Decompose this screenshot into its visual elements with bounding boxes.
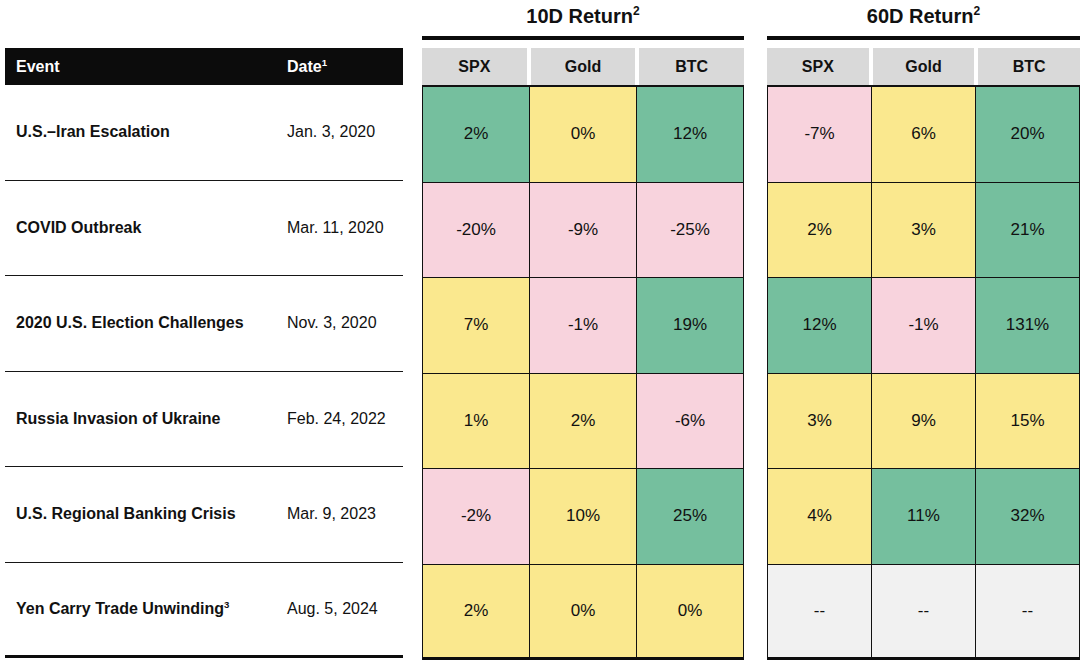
event-label: U.S. Regional Banking Crisis xyxy=(16,505,236,523)
table-row: Russia Invasion of Ukraine Feb. 24, 2022 xyxy=(5,372,403,468)
return-cell: 4% xyxy=(768,469,872,565)
return-group-10d: 10D Return2 SPX Gold BTC 2% 0% 12% -20% … xyxy=(422,0,744,667)
return-cell: 9% xyxy=(872,374,976,470)
date-column-header: Date1 xyxy=(287,58,327,76)
group-title-underline xyxy=(422,36,744,40)
return-cell: 2% xyxy=(768,183,872,279)
event-date: Nov. 3, 2020 xyxy=(287,314,377,332)
return-cell: 3% xyxy=(872,183,976,279)
event-label: 2020 U.S. Election Challenges xyxy=(16,314,244,332)
return-cell: 12% xyxy=(768,278,872,374)
return-cell: 3% xyxy=(768,374,872,470)
column-header-spx: SPX xyxy=(422,48,527,85)
date-column-header-label: Date xyxy=(287,58,322,75)
event-footnote: 3 xyxy=(224,598,229,609)
return-cell: 20% xyxy=(976,87,1080,183)
return-cell: -1% xyxy=(872,278,976,374)
return-cell: -- xyxy=(768,565,872,661)
event-label: Russia Invasion of Ukraine xyxy=(16,410,221,428)
return-cell: 2% xyxy=(423,565,530,661)
return-cell: 6% xyxy=(872,87,976,183)
return-cell: 25% xyxy=(637,469,744,565)
event-text: COVID Outbreak xyxy=(16,219,141,236)
returns-table-figure: Event Date1 U.S.–Iran Escalation Jan. 3,… xyxy=(0,0,1080,667)
column-headers-60d: SPX Gold BTC xyxy=(767,48,1080,85)
return-cell: 15% xyxy=(976,374,1080,470)
group-title-footnote: 2 xyxy=(633,4,640,18)
event-date: Mar. 11, 2020 xyxy=(287,219,384,237)
group-title-underline xyxy=(767,36,1080,40)
return-cell: 0% xyxy=(637,565,744,661)
event-text: 2020 U.S. Election Challenges xyxy=(16,314,244,331)
return-cell: -- xyxy=(976,565,1080,661)
column-header-btc: BTC xyxy=(639,48,744,85)
event-label: Yen Carry Trade Unwinding3 xyxy=(16,600,229,618)
return-cell: 7% xyxy=(423,278,530,374)
event-text: Russia Invasion of Ukraine xyxy=(16,410,221,427)
column-header-gold: Gold xyxy=(531,48,636,85)
return-cell: -- xyxy=(872,565,976,661)
return-cell: 21% xyxy=(976,183,1080,279)
return-cell: 131% xyxy=(976,278,1080,374)
event-date: Jan. 3, 2020 xyxy=(287,123,375,141)
return-cell: 0% xyxy=(530,565,637,661)
return-cell: -1% xyxy=(530,278,637,374)
return-cell: 2% xyxy=(530,374,637,470)
table-row: U.S.–Iran Escalation Jan. 3, 2020 xyxy=(5,85,403,181)
table-row: Yen Carry Trade Unwinding3 Aug. 5, 2024 xyxy=(5,563,403,659)
event-text: Yen Carry Trade Unwinding xyxy=(16,600,224,617)
event-text: U.S. Regional Banking Crisis xyxy=(16,505,236,522)
group-title-10d: 10D Return2 xyxy=(422,5,744,28)
return-cell: 1% xyxy=(423,374,530,470)
events-table: Event Date1 U.S.–Iran Escalation Jan. 3,… xyxy=(5,48,403,658)
return-group-60d: 60D Return2 SPX Gold BTC -7% 6% 20% 2% 3… xyxy=(767,0,1080,667)
return-cell: 0% xyxy=(530,87,637,183)
return-cell: 32% xyxy=(976,469,1080,565)
event-text: U.S.–Iran Escalation xyxy=(16,123,170,140)
events-table-header: Event Date1 xyxy=(5,48,403,85)
return-cell: -2% xyxy=(423,469,530,565)
group-title-60d: 60D Return2 xyxy=(767,5,1080,28)
column-header-gold: Gold xyxy=(873,48,975,85)
return-cell: -9% xyxy=(530,183,637,279)
group-title-footnote: 2 xyxy=(974,4,981,18)
group-title-text: 60D Return xyxy=(867,5,974,27)
return-cell: 12% xyxy=(637,87,744,183)
cells-60d: -7% 6% 20% 2% 3% 21% 12% -1% 131% 3% 9% … xyxy=(767,85,1080,660)
event-label: U.S.–Iran Escalation xyxy=(16,123,170,141)
return-cell: 10% xyxy=(530,469,637,565)
event-date: Feb. 24, 2022 xyxy=(287,410,386,428)
return-cell: -25% xyxy=(637,183,744,279)
table-row: 2020 U.S. Election Challenges Nov. 3, 20… xyxy=(5,276,403,372)
return-cell: -7% xyxy=(768,87,872,183)
return-cell: -20% xyxy=(423,183,530,279)
event-date: Mar. 9, 2023 xyxy=(287,505,376,523)
group-title-text: 10D Return xyxy=(526,5,633,27)
return-cell: 11% xyxy=(872,469,976,565)
events-table-body: U.S.–Iran Escalation Jan. 3, 2020 COVID … xyxy=(5,85,403,658)
event-label: COVID Outbreak xyxy=(16,219,141,237)
return-cell: -6% xyxy=(637,374,744,470)
table-row: COVID Outbreak Mar. 11, 2020 xyxy=(5,181,403,277)
table-row: U.S. Regional Banking Crisis Mar. 9, 202… xyxy=(5,467,403,563)
column-header-spx: SPX xyxy=(767,48,869,85)
date-header-footnote: 1 xyxy=(322,56,327,67)
return-cell: 19% xyxy=(637,278,744,374)
column-headers-10d: SPX Gold BTC xyxy=(422,48,744,85)
event-column-header: Event xyxy=(16,58,60,76)
cells-10d: 2% 0% 12% -20% -9% -25% 7% -1% 19% 1% 2%… xyxy=(422,85,744,660)
event-date: Aug. 5, 2024 xyxy=(287,600,378,618)
return-cell: 2% xyxy=(423,87,530,183)
column-header-btc: BTC xyxy=(978,48,1080,85)
